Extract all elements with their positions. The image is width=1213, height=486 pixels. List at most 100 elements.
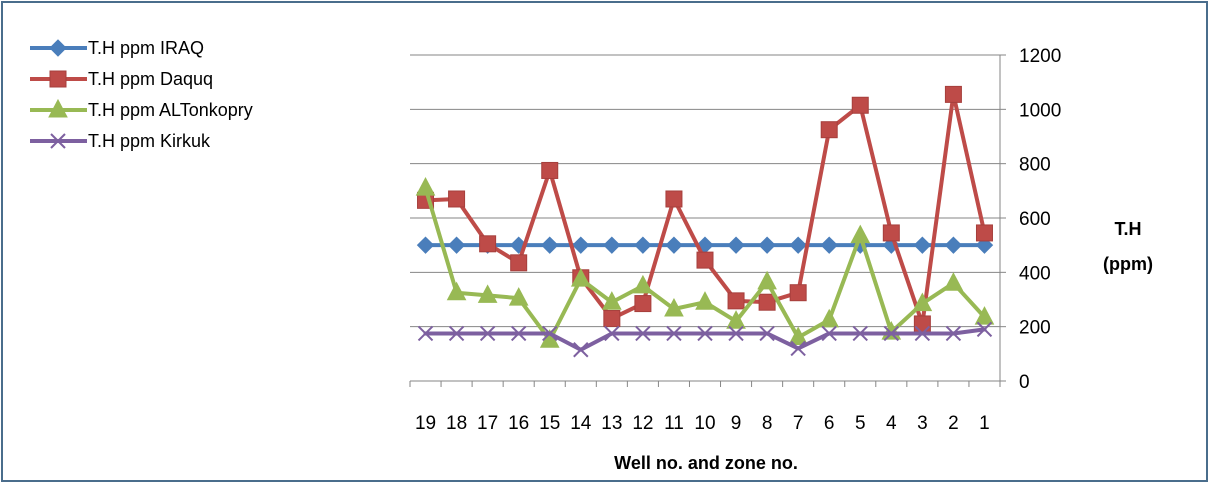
- marker-stroke: [976, 321, 993, 338]
- data-point: [415, 177, 436, 196]
- marker-stroke: [635, 325, 651, 342]
- data-point: [510, 325, 527, 342]
- data-point: [508, 287, 529, 306]
- data-point: [788, 326, 808, 346]
- x-tick-label: 9: [731, 413, 742, 434]
- x-tick-label: 19: [415, 413, 436, 434]
- x-tick-label: 8: [762, 413, 773, 434]
- data-point: [821, 325, 837, 342]
- x-tick-label: 4: [886, 413, 897, 434]
- x-axis-title: Well no. and zone no.: [614, 453, 798, 473]
- y-tick-label: 800: [1019, 155, 1051, 176]
- x-tick-label: 14: [570, 413, 592, 434]
- data-point: [666, 325, 682, 342]
- legend-item: T.H ppm Daquq: [30, 69, 213, 89]
- series-1: [416, 236, 994, 254]
- data-point: [572, 236, 590, 254]
- x-tick-labels: 19 18 17 16 15 14 13 12 11 10 9 8 7 6 5 4 3 2 1: [415, 413, 990, 434]
- data-point: [447, 236, 466, 254]
- data-point: [664, 297, 684, 317]
- data-point: [913, 236, 932, 254]
- legend-marker: [49, 39, 67, 57]
- marker-stroke: [697, 325, 713, 342]
- data-point: [912, 292, 933, 312]
- data-point: [697, 325, 713, 342]
- x-tick-label: 5: [855, 413, 866, 434]
- data-point: [695, 291, 715, 310]
- data-point: [446, 281, 467, 301]
- data-point: [541, 161, 559, 179]
- legend-label: T.H ppm ALTonkopry: [88, 100, 253, 120]
- data-point: [570, 268, 591, 287]
- data-point: [758, 236, 776, 254]
- y-tick-label: 400: [1019, 263, 1051, 284]
- data-point: [727, 292, 745, 310]
- x-tick-label: 17: [477, 413, 498, 434]
- gridlines: [410, 54, 1000, 328]
- data-point: [757, 270, 777, 290]
- marker-stroke: [542, 325, 558, 342]
- legend-item: T.H ppm Kirkuk: [30, 131, 211, 151]
- marker-stroke: [852, 325, 868, 342]
- marker-stroke: [573, 342, 589, 358]
- marker-stroke: [510, 325, 527, 342]
- marker-stroke: [821, 325, 837, 342]
- x-tick-label: 18: [446, 413, 467, 434]
- legend-item: T.H ppm IRAQ: [30, 38, 204, 58]
- legend-label: T.H ppm IRAQ: [88, 38, 204, 58]
- data-point: [944, 236, 963, 254]
- x-tick-label: 2: [948, 413, 959, 434]
- data-point: [728, 325, 744, 342]
- series: [415, 85, 995, 358]
- y-tick-label: 1000: [1019, 100, 1061, 121]
- data-point: [479, 325, 496, 342]
- series-2: [417, 85, 993, 333]
- data-point: [850, 224, 871, 244]
- data-point: [448, 190, 466, 208]
- data-point: [541, 236, 559, 254]
- data-point: [542, 325, 558, 342]
- x-tick-label: 16: [508, 413, 529, 434]
- data-point: [696, 251, 714, 269]
- data-point: [943, 272, 964, 291]
- marker-stroke: [417, 325, 434, 342]
- legend-marker: [50, 133, 66, 149]
- x-tick-label: 1: [979, 413, 990, 434]
- marker-stroke: [604, 325, 620, 342]
- x-tick-label: 10: [694, 413, 715, 434]
- data-point: [882, 224, 900, 242]
- data-point: [975, 224, 993, 242]
- x-tick-label: 3: [917, 413, 928, 434]
- data-point: [665, 190, 683, 208]
- data-point: [603, 236, 621, 254]
- data-point: [665, 236, 683, 254]
- data-point: [479, 235, 497, 253]
- data-point: [974, 306, 995, 325]
- x-tick-label: 11: [664, 413, 684, 434]
- data-point: [790, 340, 806, 357]
- y-tick-label: 1200: [1019, 46, 1061, 67]
- x-tick-label: 15: [539, 413, 560, 434]
- x-tick-label: 12: [632, 413, 653, 434]
- y-tick-labels: 0 200 400 600 800 1000 1200: [1019, 46, 1061, 393]
- x-tick-label: 13: [601, 413, 622, 434]
- data-point: [820, 121, 838, 139]
- data-point: [448, 325, 465, 342]
- data-point: [602, 291, 622, 310]
- data-point: [852, 325, 868, 342]
- series-line: [423, 92, 987, 326]
- marker-stroke: [50, 133, 66, 149]
- marker-stroke: [448, 325, 465, 342]
- marker-stroke: [914, 325, 931, 342]
- data-point: [604, 325, 620, 342]
- data-point: [945, 325, 962, 342]
- data-point: [944, 85, 962, 103]
- data-point: [913, 315, 931, 333]
- legend-label: T.H ppm Kirkuk: [88, 131, 211, 151]
- legend-marker: [48, 98, 68, 118]
- data-point: [914, 325, 931, 342]
- x-tick-label: 7: [793, 413, 804, 434]
- data-point: [820, 236, 838, 254]
- data-point: [759, 325, 775, 342]
